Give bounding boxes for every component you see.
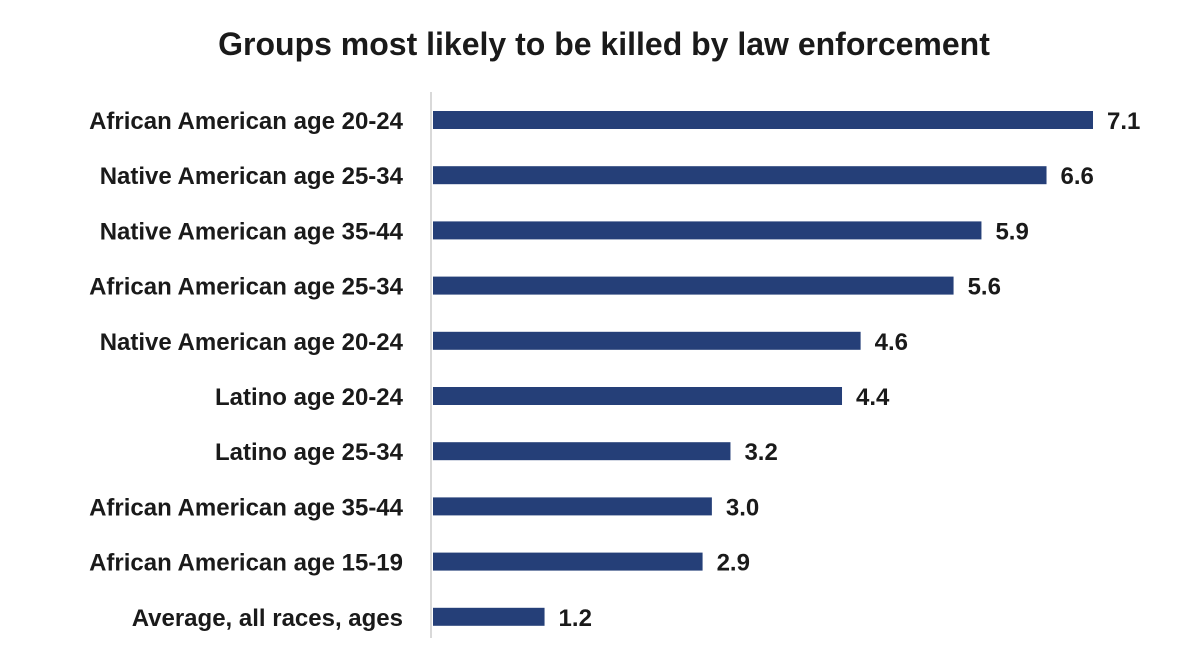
category-label: African American age 20-24	[89, 108, 404, 135]
value-label: 5.6	[968, 274, 1001, 301]
category-label: Average, all races, ages	[132, 605, 403, 632]
bar	[433, 111, 1093, 129]
value-label: 2.9	[717, 550, 750, 577]
bar	[433, 166, 1047, 185]
bar	[433, 607, 545, 626]
value-label: 1.2	[559, 605, 592, 632]
category-label: Latino age 25-34	[215, 439, 404, 466]
category-label: Native American age 20-24	[100, 329, 404, 356]
category-label: Latino age 20-24	[215, 384, 404, 411]
category-label: African American age 25-34	[89, 274, 404, 301]
value-label: 3.2	[744, 439, 777, 466]
value-label: 3.0	[726, 494, 759, 521]
bar	[433, 331, 861, 350]
bars-group	[433, 111, 1093, 626]
value-label: 4.4	[856, 384, 890, 411]
chart-title: Groups most likely to be killed by law e…	[218, 26, 990, 62]
bar	[433, 442, 731, 461]
value-label: 5.9	[995, 218, 1028, 245]
value-label: 7.1	[1107, 108, 1140, 135]
category-labels: African American age 20-24 Native America…	[89, 108, 404, 632]
bar	[433, 552, 703, 571]
value-labels: 7.1 6.6 5.9 5.6 4.6 4.4 3.2 3.0 2.9 1.2	[559, 108, 1141, 632]
category-label: Native American age 35-44	[100, 218, 404, 245]
bar	[433, 387, 843, 405]
category-label: Native American age 25-34	[100, 163, 404, 190]
bar	[433, 276, 954, 295]
bar	[433, 497, 712, 516]
bar	[433, 221, 982, 240]
category-label: African American age 15-19	[89, 550, 403, 577]
value-label: 4.6	[875, 329, 908, 356]
category-label: African American age 35-44	[89, 494, 404, 521]
value-label: 6.6	[1061, 163, 1094, 190]
